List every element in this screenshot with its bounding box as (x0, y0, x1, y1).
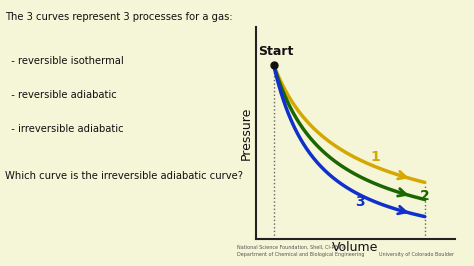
Text: University of Colorado Boulder: University of Colorado Boulder (379, 252, 454, 257)
X-axis label: Volume: Volume (332, 241, 379, 254)
Text: 2: 2 (419, 189, 429, 203)
Text: The 3 curves represent 3 processes for a gas:: The 3 curves represent 3 processes for a… (5, 12, 232, 22)
Text: National Science Foundation, Shell, Cl-RFP &
Department of Chemical and Biologic: National Science Foundation, Shell, Cl-R… (237, 245, 365, 257)
Text: 3: 3 (355, 195, 365, 209)
Text: - reversible isothermal: - reversible isothermal (5, 56, 124, 66)
Text: Which curve is the irreversible adiabatic curve?: Which curve is the irreversible adiabati… (5, 171, 243, 181)
Text: 1: 1 (370, 150, 380, 164)
Text: Start: Start (258, 45, 294, 58)
Text: - irreversible adiabatic: - irreversible adiabatic (5, 124, 123, 135)
Text: - reversible adiabatic: - reversible adiabatic (5, 90, 117, 101)
Y-axis label: Pressure: Pressure (240, 106, 253, 160)
